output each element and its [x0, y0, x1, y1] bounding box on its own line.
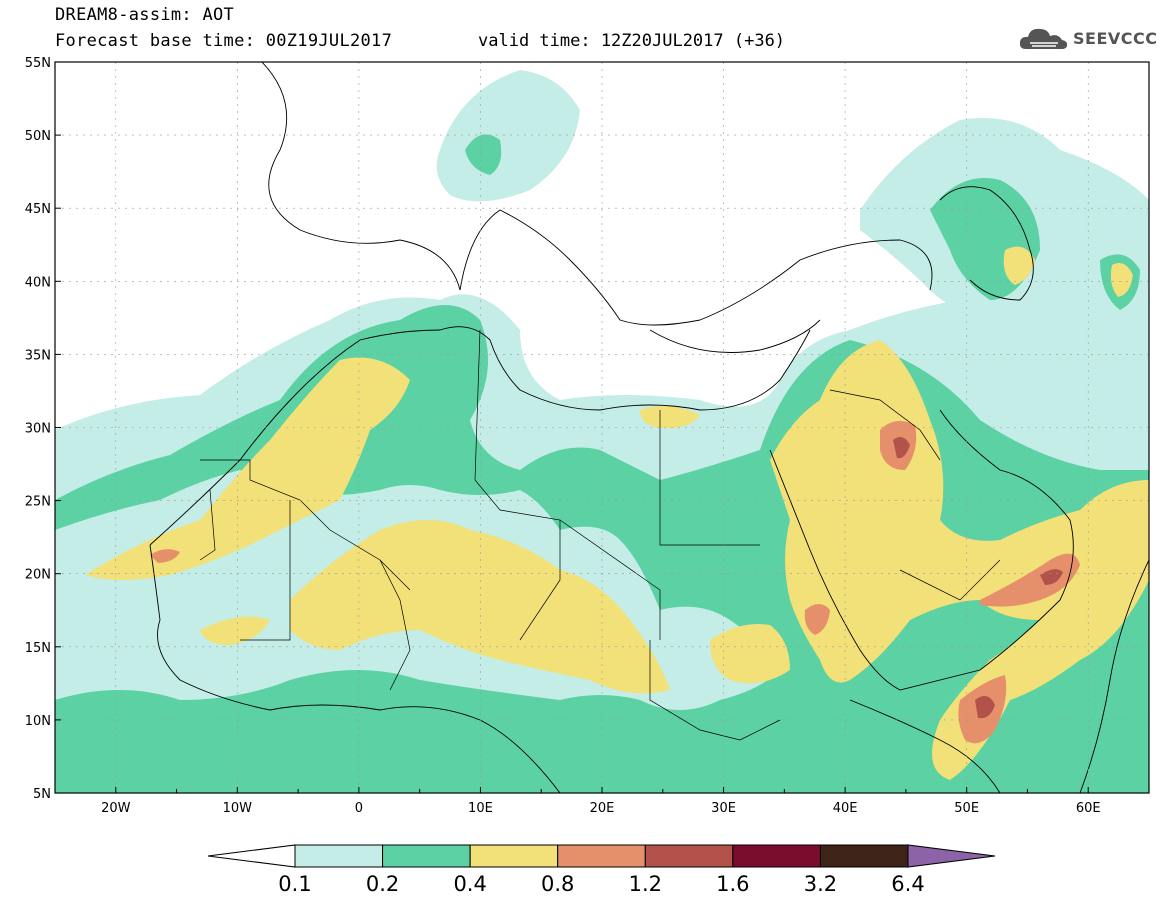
cloud-icon: [1019, 28, 1068, 49]
aot-level-0.4: [85, 246, 1149, 780]
colorbar-swatch: [644, 844, 734, 868]
lat-tick-label: 45N: [25, 202, 51, 217]
colorbar-swatch: [469, 844, 559, 868]
colorbar-swatch: [294, 844, 384, 868]
lon-tick-label: 10W: [223, 801, 253, 816]
colorbar-swatch: [732, 844, 821, 868]
lat-tick-label: 15N: [25, 641, 51, 656]
gridlines: [55, 62, 1149, 793]
colorbar-label: 0.2: [366, 872, 399, 896]
colorbar-label: 6.4: [891, 872, 924, 896]
lon-tick-label: 20E: [590, 801, 615, 816]
lat-tick-label: 25N: [25, 495, 51, 510]
country-borders: [199, 329, 1001, 741]
valid-time: valid time: 12Z20JUL2017 (+36): [478, 31, 786, 51]
lat-tick-label: 40N: [25, 275, 51, 290]
colorbar-swatch: [382, 844, 471, 868]
lat-tick-label: 30N: [25, 422, 51, 437]
lon-tick-label: 20W: [101, 801, 131, 816]
lon-tick-label: 50E: [954, 801, 979, 816]
lat-tick-label: 35N: [25, 348, 51, 363]
colorbar-swatch: [557, 844, 646, 868]
lon-tick-label: 10E: [468, 801, 493, 816]
colorbar: 0.1 0.2 0.4 0.8 1.2 1.6 3.2 6.4: [207, 844, 996, 896]
logo-text: SEEVCCC: [1073, 28, 1158, 48]
lon-tick-label: 0: [355, 801, 363, 816]
colorbar-label: 1.6: [716, 872, 749, 896]
colorbar-under-arrow: [207, 844, 296, 868]
seevccc-logo: SEEVCCC: [1018, 24, 1158, 52]
forecast-base-time: Forecast base time: 00Z19JUL2017: [55, 31, 393, 51]
lat-tick-label: 5N: [33, 787, 51, 802]
colorbar-swatch: [819, 844, 909, 868]
map-title: DREAM8-assim: AOT: [55, 5, 235, 25]
lon-tick-label: 40E: [833, 801, 858, 816]
aot-level-1.2: [893, 436, 1063, 719]
aot-level-0.8: [150, 421, 1080, 744]
lat-tick-label: 20N: [25, 568, 51, 583]
axis-labels: 55N 50N 45N 40N 35N 30N 25N 20N 15N 10N 5N 20W 10W 0 1…: [25, 56, 1150, 816]
colorbar-label: 3.2: [804, 872, 837, 896]
colorbar-label: 0.1: [278, 872, 311, 896]
lat-tick-label: 10N: [25, 714, 51, 729]
lon-tick-label: 60E: [1076, 801, 1101, 816]
lat-tick-label: 50N: [25, 129, 51, 144]
lat-tick-label: 55N: [25, 56, 51, 71]
lon-tick-label: 30E: [711, 801, 736, 816]
aot-contours: [55, 62, 1149, 793]
colorbar-over-arrow: [907, 844, 996, 868]
colorbar-label: 0.4: [453, 872, 486, 896]
colorbar-label: 0.8: [541, 872, 574, 896]
colorbar-label: 1.2: [629, 872, 662, 896]
